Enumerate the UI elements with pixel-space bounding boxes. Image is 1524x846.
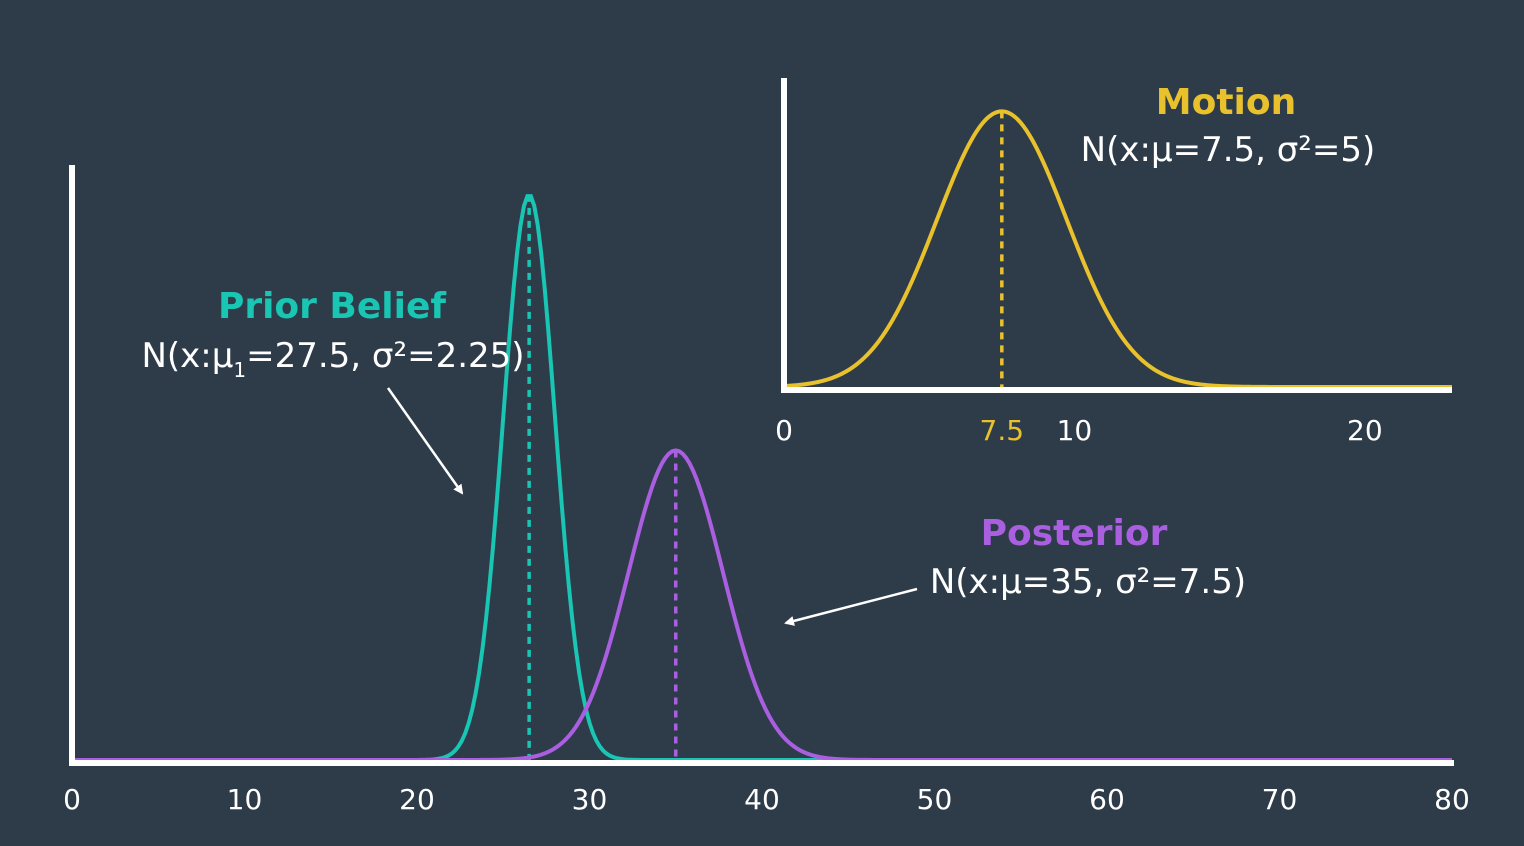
prior-arrow	[386, 387, 464, 495]
inset-x-tick-labels: 0 10 20 7.5	[775, 414, 1383, 447]
main-chart: 0 10 20 30 40 50 60 70 80	[63, 165, 1470, 816]
x-tick-label: 20	[399, 783, 435, 816]
x-tick-label: 60	[1089, 783, 1125, 816]
x-tick-label: 0	[775, 414, 793, 447]
main-x-tick-labels: 0 10 20 30 40 50 60 70 80	[63, 783, 1470, 816]
inset-chart: 0 10 20 7.5	[775, 78, 1452, 447]
motion-formula: N(x:μ=7.5, σ²=5)	[1081, 130, 1376, 170]
prior-annotation: Prior Belief N(x:μ1=27.5, σ²=2.25)	[141, 286, 525, 495]
x-tick-label: 20	[1347, 414, 1383, 447]
prior-formula: N(x:μ1=27.5, σ²=2.25)	[141, 336, 524, 382]
x-tick-label: 0	[63, 783, 81, 816]
main-curves	[72, 194, 1452, 762]
motion-label: Motion	[1156, 82, 1296, 123]
mean-tick-label: 7.5	[980, 414, 1025, 447]
x-tick-label: 80	[1434, 783, 1470, 816]
x-tick-label: 40	[744, 783, 780, 816]
x-tick-label: 30	[572, 783, 608, 816]
x-tick-label: 10	[227, 783, 263, 816]
prior-curve	[72, 194, 1452, 762]
posterior-formula: N(x:μ=35, σ²=7.5)	[930, 562, 1246, 602]
posterior-arrow	[784, 587, 918, 626]
x-tick-label: 50	[917, 783, 953, 816]
x-tick-label: 70	[1262, 783, 1298, 816]
prior-label: Prior Belief	[218, 286, 446, 327]
motion-annotation: Motion N(x:μ=7.5, σ²=5)	[1081, 82, 1376, 170]
x-tick-label: 10	[1057, 414, 1093, 447]
posterior-label: Posterior	[981, 513, 1168, 554]
posterior-curve	[72, 448, 1452, 762]
posterior-annotation: Posterior N(x:μ=35, σ²=7.5)	[784, 513, 1246, 626]
